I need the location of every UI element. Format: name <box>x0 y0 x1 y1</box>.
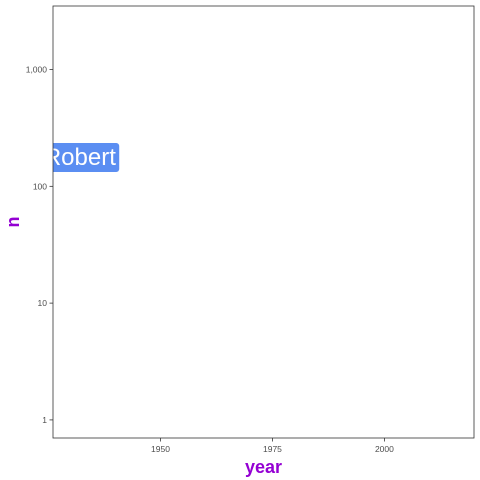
point-layer: Robert <box>44 143 120 173</box>
y-tick-label: 10 <box>38 298 48 308</box>
y-axis: 1 10 100 1,000 <box>26 65 53 425</box>
point-label: Robert <box>44 143 120 173</box>
y-axis-title: n <box>3 217 23 228</box>
point-label-text: Robert <box>44 144 116 171</box>
y-tick-label: 1,000 <box>26 65 48 75</box>
x-axis-title: year <box>245 457 282 477</box>
point-label-box <box>53 143 120 173</box>
y-tick-label: 100 <box>33 181 47 191</box>
y-tick-label: 1 <box>42 415 47 425</box>
panel-border <box>52 5 475 439</box>
x-tick-label: 1950 <box>151 444 170 454</box>
x-tick-label: 1975 <box>263 444 282 454</box>
x-axis: 1950 1975 2000 <box>151 438 394 454</box>
x-tick-label: 2000 <box>375 444 394 454</box>
